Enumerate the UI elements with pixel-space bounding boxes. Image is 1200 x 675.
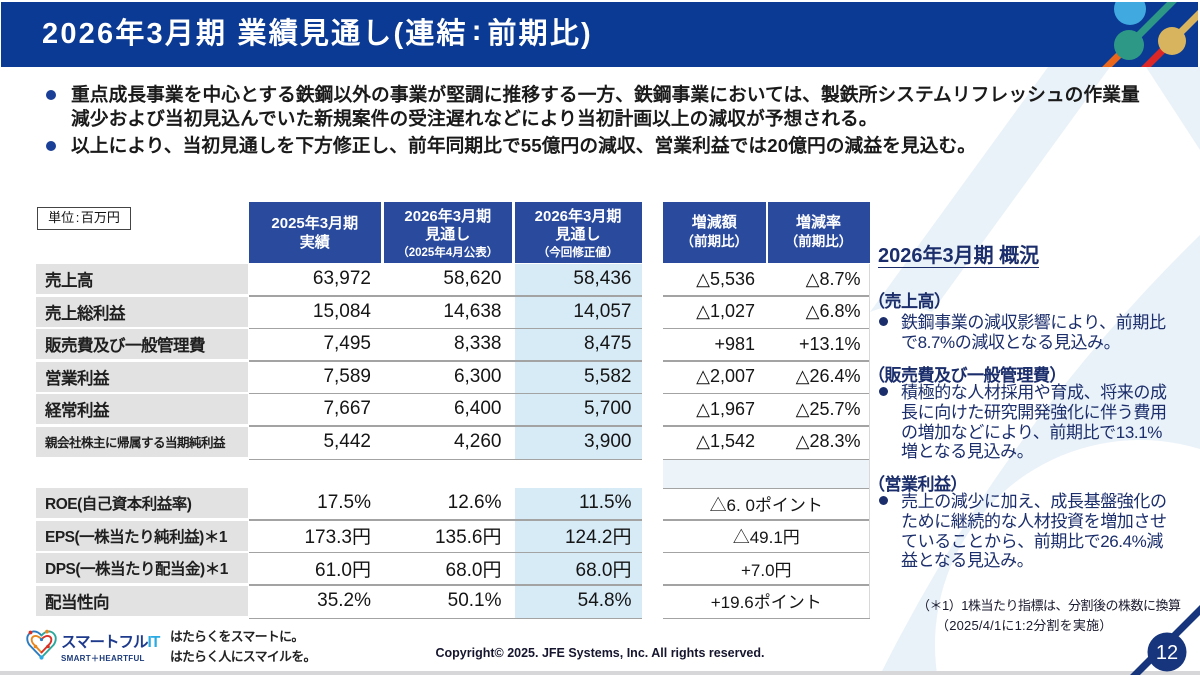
svg-text:12: 12 xyxy=(1156,642,1178,664)
